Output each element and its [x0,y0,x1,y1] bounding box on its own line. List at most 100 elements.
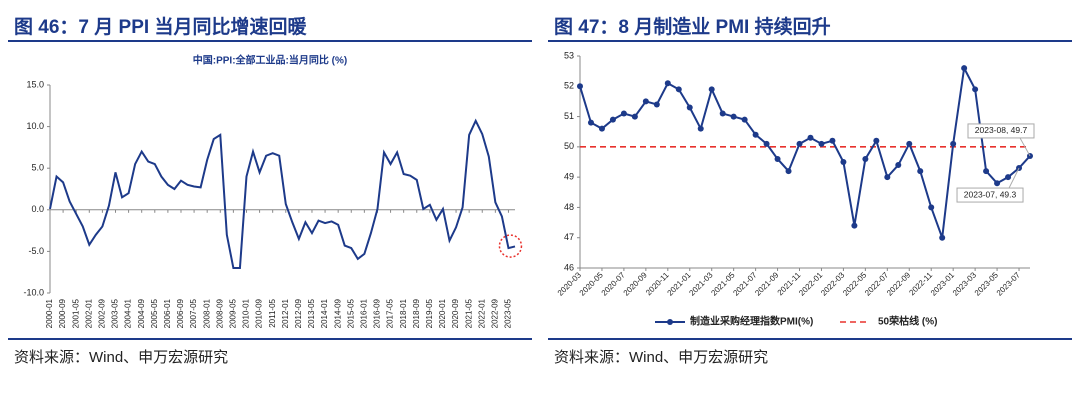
marker [631,113,638,120]
marker [741,116,748,123]
y-tick-label: 46 [564,262,574,272]
marker [851,222,858,229]
x-tick-label: 2021-05 [464,298,473,328]
leader-line [1019,137,1031,157]
x-tick-label: 2011-05 [268,298,277,327]
x-tick-label: 2008-09 [215,298,224,328]
legend-marker [667,319,673,325]
y-tick-label: 10.0 [26,121,44,131]
x-tick-label: 2019-05 [425,298,434,328]
panel: 图 46：7 月 PPI 当月同比增速回暖 中国:PPI:全部工业品:当月同比 … [8,17,532,366]
marker [675,86,682,93]
marker [862,155,869,162]
marker [609,116,616,123]
marker [807,134,814,141]
marker [895,162,902,169]
x-tick-label: 2003-05 [111,298,120,328]
marker [763,140,770,147]
x-tick-label: 2023-07 [995,270,1023,298]
y-tick-label: -10.0 [23,287,44,297]
x-tick-label: 2008-01 [202,298,211,328]
series-line [579,64,1031,239]
x-tick-label: 2017-05 [386,298,395,328]
x-tick-label: 2016-09 [373,298,382,328]
y-tick-label: 51 [564,111,574,121]
value-label: 2023-08, 49.7 [975,125,1028,135]
leader-line [1008,167,1020,189]
y-tick-label: 48 [564,202,574,212]
marker [961,65,968,72]
x-tick-label: 2021-09 [753,270,781,298]
x-tick-label: 2000-09 [58,298,67,328]
y-tick-label: 50 [564,141,574,151]
marker [906,140,913,147]
marker [928,204,935,211]
x-tick-label: 2015-05 [346,298,355,328]
marker [577,83,583,90]
x-tick-label: 2020-01 [438,298,447,328]
marker [1016,165,1023,172]
marker [1005,174,1012,181]
label-box [967,123,1035,139]
x-tick-label: 2022-01 [477,298,486,328]
legend-label: 50荣枯线 (%) [878,315,937,328]
marker [994,180,1001,187]
x-tick-label: 2014-09 [333,298,342,328]
marker [598,125,605,132]
x-tick-label: 2000-01 [45,298,54,328]
chart: 46474849505152532020-032020-052020-07202… [556,50,1035,328]
chart: 中国:PPI:全部工业品:当月同比 (%) -10.0 -5.0 0.0 5.0 10.… [23,54,523,328]
x-tick-label: 2020-09 [622,270,650,298]
marker [818,140,825,147]
marker [884,174,891,181]
marker [950,140,957,147]
chart-title: 中国:PPI:全部工业品:当月同比 (%) [193,54,347,67]
marker [939,234,946,241]
marker [719,110,726,117]
y-tick-label: 15.0 [26,79,44,89]
marker [620,110,627,117]
panel: 图 47：8 月制造业 PMI 持续回升 46 47 48 49 50 51 52 53 202… [540,0,1080,405]
x-tick-label: 2012-09 [294,298,303,328]
series-line [49,118,516,270]
marker [829,137,836,144]
x-tick-label: 2004-01 [124,298,133,328]
legend-label: 制造业采购经理指数PMI(%) [690,315,813,328]
marker [796,140,803,147]
marker [840,159,847,165]
highlight-circle [498,234,523,258]
x-tick-label: 2001-05 [71,298,80,328]
x-tick-label: 2006-09 [176,298,185,328]
rule [548,40,1072,42]
marker [972,86,979,93]
x-tick-label: 2010-01 [242,298,251,328]
x-tick-label: 2014-01 [320,298,329,328]
y-tick-label: 53 [564,50,574,60]
marker [917,168,924,175]
x-tick-label: 2004-09 [137,298,146,328]
x-tick-label: 2005-05 [150,298,159,328]
marker [730,113,737,120]
x-tick-label: 2010-09 [255,298,264,328]
x-tick-label: 2002-01 [84,298,93,328]
y-tick-label: 52 [564,81,574,91]
value-label: 2023-07, 49.3 [964,189,1017,199]
source: 资料来源：Wind、申万宏源研究 [554,349,769,366]
marker [587,119,594,126]
rule [8,40,532,42]
x-tick-label: 2006-01 [163,298,172,328]
x-tick-label: 2007-05 [189,298,198,328]
marker [686,104,693,111]
y-tick-label: 5.0 [31,163,44,173]
rule [8,338,532,340]
marker [752,131,759,138]
x-tick-label: 2009-05 [228,298,237,328]
x-tick-label: 2023-05 [504,298,513,328]
y-tick-label: -5.0 [28,246,44,256]
marker [873,137,880,144]
marker [664,80,671,87]
x-tick-label: 2020-09 [451,298,460,328]
label-box [956,187,1024,203]
x-tick-label: 2022-09 [490,298,499,328]
